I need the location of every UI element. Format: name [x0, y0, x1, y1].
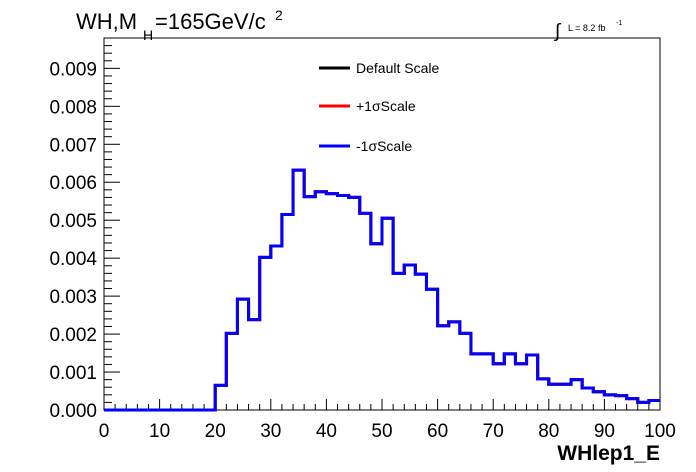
x-tick-label: 80: [538, 421, 559, 442]
y-tick-label: 0.007: [49, 135, 97, 156]
y-tick-label: 0.009: [49, 59, 97, 80]
x-axis-label: WHlep1_E: [557, 442, 660, 465]
y-tick-label: 0.004: [49, 249, 97, 270]
x-tick-label: 50: [371, 421, 392, 442]
x-tick-label: 60: [427, 421, 448, 442]
x-tick-label: 10: [149, 421, 170, 442]
series-line-1: [104, 168, 660, 412]
x-tick-label: 20: [205, 421, 226, 442]
series-line-2: [104, 168, 660, 412]
lumi-superscript: -1: [616, 20, 622, 27]
series-layer: [104, 168, 660, 412]
x-tick-label: 90: [594, 421, 615, 442]
chart-title: WH,M: [76, 9, 137, 34]
x-tick-label: 70: [483, 421, 504, 442]
chart-title-superscript: 2: [275, 7, 283, 23]
y-tick-label: 0.006: [49, 173, 97, 194]
chart-title-subscript: H: [143, 27, 153, 43]
chart-title-mass: =165GeV/c: [155, 9, 266, 34]
x-tick-label: 0: [99, 421, 110, 442]
lumi-integral-symbol: ∫: [554, 21, 562, 42]
y-tick-label: 0.008: [49, 97, 97, 118]
y-tick-label: 0.003: [49, 287, 97, 308]
x-tick-label: 40: [316, 421, 337, 442]
lumi-label: L = 8.2 fb: [568, 23, 605, 33]
x-tick-label: 100: [644, 421, 676, 442]
y-tick-label: 0.002: [49, 325, 97, 346]
y-tick-label: 0.001: [49, 363, 97, 384]
y-tick-label: 0.005: [49, 211, 97, 232]
series-line-0: [104, 168, 660, 412]
legend-label-default: Default Scale: [356, 60, 439, 76]
axis-ticks: 0 10 20 30 40 50 60 70 80 90 100 0.000 0.001 0.002 0.0…: [49, 45, 676, 442]
legend-label-plus: +1σScale: [356, 98, 416, 114]
legend: Default Scale +1σScale -1σScale: [319, 60, 439, 154]
x-tick-label: 30: [260, 421, 281, 442]
y-tick-label: 0.000: [49, 401, 97, 422]
legend-label-minus: -1σScale: [356, 138, 412, 154]
